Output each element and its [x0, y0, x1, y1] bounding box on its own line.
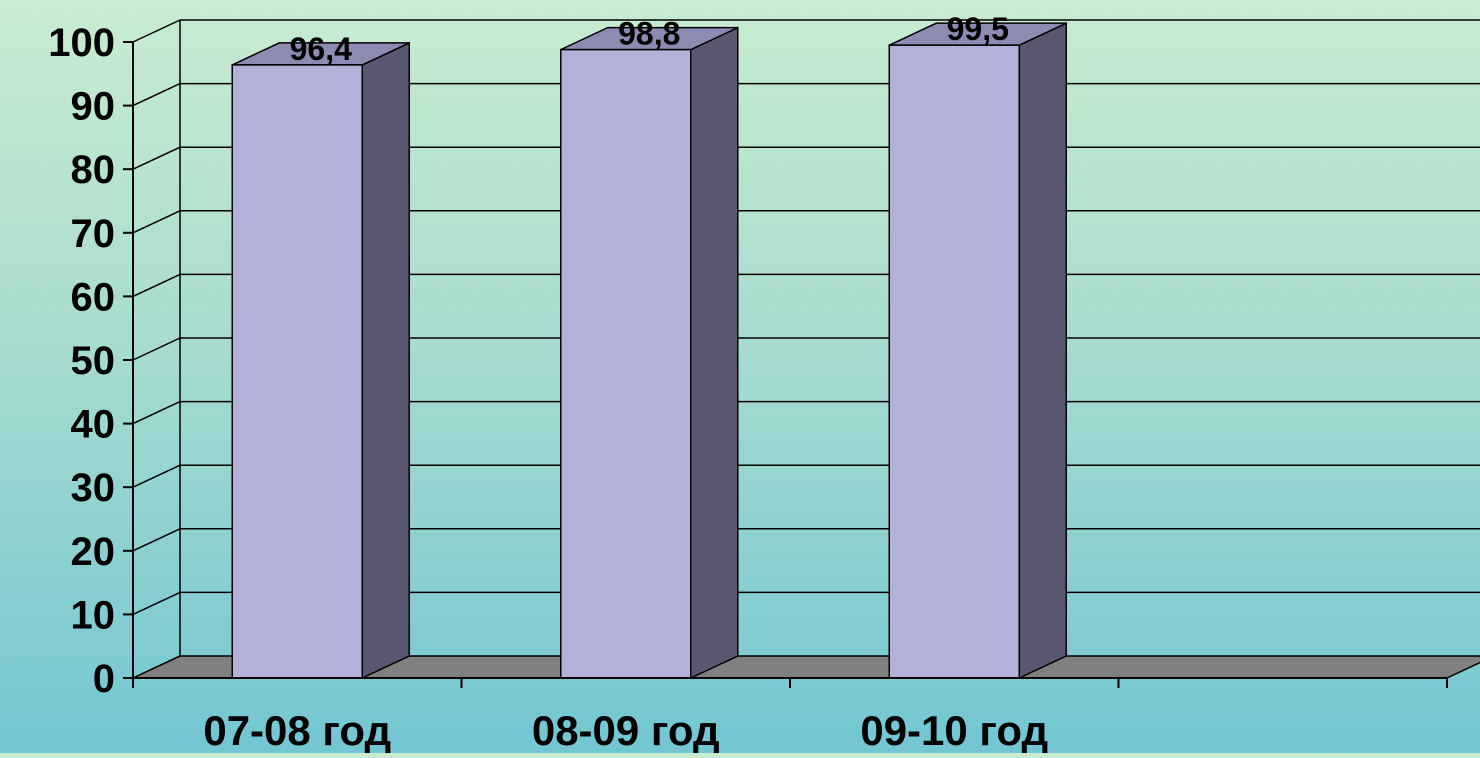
bar-side: [1018, 22, 1067, 680]
x-tick-label: 07-08 год: [203, 707, 391, 753]
gridline-depth: [132, 82, 181, 107]
y-tick-label: 50: [71, 339, 116, 383]
gridline-depth: [132, 655, 181, 679]
bar: 99,5: [888, 11, 1067, 680]
y-tick-label: 40: [71, 403, 116, 447]
gridline-depth: [132, 210, 181, 234]
y-tick-label: 70: [71, 212, 116, 256]
y-tick-label: 0: [93, 657, 115, 701]
bar-front: [560, 48, 692, 679]
x-tick-label: 09-10 год: [860, 707, 1048, 753]
y-tick-label: 90: [71, 85, 116, 129]
gridline-depth: [132, 464, 181, 488]
gridline-depth: [132, 400, 181, 425]
gridline-depth: [132, 591, 181, 616]
bar-front: [888, 44, 1020, 679]
y-tick-label: 30: [71, 466, 116, 510]
gridline-depth: [132, 19, 181, 43]
gridline-depth: [132, 273, 181, 298]
data-label: 96,4: [290, 31, 352, 67]
gridline-depth: [132, 528, 181, 552]
data-label: 98,8: [618, 16, 680, 52]
y-tick-label: 10: [71, 593, 116, 637]
bar-side: [361, 41, 410, 680]
bar-side: [690, 26, 739, 680]
y-tick-label: 100: [48, 21, 115, 65]
bar: 96,4: [231, 31, 410, 680]
data-label: 99,5: [947, 11, 1009, 47]
gridline-depth: [132, 146, 181, 170]
x-tick-label: 08-09 год: [532, 707, 720, 753]
y-tick-label: 20: [71, 530, 116, 574]
gridline-depth: [132, 337, 181, 361]
y-tick-label: 60: [71, 275, 116, 319]
bar: 98,8: [560, 16, 739, 680]
bar-front: [231, 64, 363, 679]
y-tick-label: 80: [71, 148, 116, 192]
